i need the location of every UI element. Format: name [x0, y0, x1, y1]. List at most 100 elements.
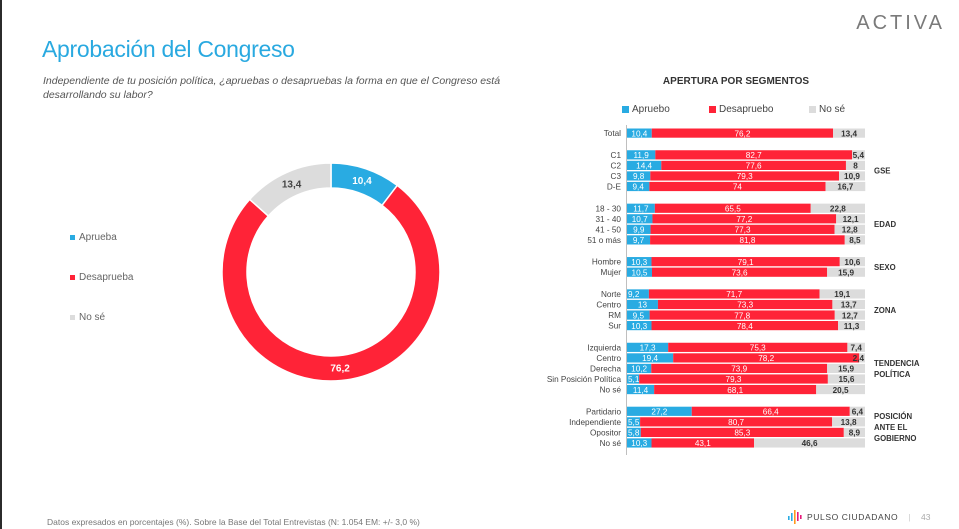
bar-segment-disapprove: [649, 310, 835, 320]
bar-segment-disapprove: [668, 342, 848, 352]
bar-segment-disapprove: [657, 299, 833, 310]
segment-row: Sin Posición Política 5,1 79,3 15,6: [547, 374, 865, 384]
bar-segment-disapprove: [640, 417, 833, 427]
segment-row-label: RM: [608, 311, 621, 320]
dontknow-swatch-icon: [809, 106, 816, 113]
segment-row: No sé 10,3 43,1 46,6: [600, 438, 865, 448]
bar-data-label: 76,2: [734, 129, 750, 138]
bar-segment-approve: [627, 438, 652, 448]
segment-row-label: Total: [604, 129, 621, 138]
bar-data-label: 74: [733, 183, 743, 192]
bar-data-label: 10,3: [631, 439, 647, 448]
seg-legend-label: Apruebo: [632, 104, 670, 115]
bar-segment-approve: [627, 417, 641, 427]
bar-data-label: 82,7: [746, 151, 762, 160]
bar-segment-dontknow: [849, 406, 865, 416]
bar-data-label: 10,5: [632, 268, 648, 277]
bar-data-label: 73,3: [737, 301, 753, 310]
bar-segment-approve: [627, 289, 649, 299]
bar-segment-approve: [627, 384, 655, 395]
segment-row-label: Izquierda: [587, 343, 621, 352]
bar-segment-disapprove: [650, 235, 845, 245]
bar-data-label: 78,4: [737, 322, 753, 331]
bar-data-label: 13,8: [841, 418, 857, 427]
seg-legend-label: No sé: [819, 104, 846, 115]
bar-segment-dontknow: [832, 299, 865, 310]
bar-data-label: 14,4: [636, 162, 652, 171]
segment-row-label: D-E: [607, 183, 622, 192]
bar-data-label: 17,3: [640, 344, 656, 353]
bar-data-label: 13,7: [841, 301, 857, 310]
pie-legend-dontknow: No sé: [70, 312, 105, 323]
bar-data-label: 10,3: [631, 322, 647, 331]
bar-data-label: 15,9: [838, 365, 854, 374]
bar-data-label: 81,8: [739, 236, 755, 245]
bar-data-label: 7,4: [850, 344, 862, 353]
bar-data-label: 9,5: [633, 311, 645, 320]
segment-group-label: SEXO: [874, 263, 896, 272]
bar-data-label: 46,6: [802, 439, 818, 448]
segment-row: No sé 11,4 68,1 20,5: [600, 384, 865, 395]
segment-row-label: 18 - 30: [596, 204, 622, 213]
bar-segment-dontknow: [859, 353, 865, 363]
bar-data-label: 68,1: [727, 386, 743, 395]
bar-data-label: 8: [853, 162, 858, 171]
bar-segment-disapprove: [654, 203, 811, 213]
bar-segment-dontknow: [843, 427, 865, 437]
bar-data-label: 9,9: [633, 226, 645, 235]
seg-legend-dontknow: No sé: [809, 104, 845, 115]
bar-data-label: 77,6: [746, 162, 762, 171]
segment-row: 18 - 30 11,7 65,5 22,8: [596, 203, 865, 213]
bar-data-label: 11,7: [633, 204, 649, 213]
bar-segment-approve: [627, 235, 651, 245]
footer-separator: |: [908, 512, 911, 522]
donut-slice-dontknow: [248, 162, 332, 218]
seg-legend-approve: Apruebo: [622, 104, 670, 115]
bar-segment-approve: [627, 310, 650, 320]
segment-row: 51 o más 9,7 81,8 8,5: [587, 235, 865, 245]
pie-legend-disapprove: Desaprueba: [70, 272, 133, 283]
bar-data-label: 73,9: [731, 365, 747, 374]
bar-data-label: 11,4: [633, 386, 649, 395]
bar-segment-dontknow: [810, 203, 865, 213]
bar-segment-approve: [627, 257, 652, 267]
segment-row: C2 14,4 77,6 8: [611, 160, 865, 171]
bar-segment-dontknow: [844, 235, 865, 245]
dontknow-swatch-icon: [70, 315, 75, 320]
bar-data-label: 77,2: [736, 215, 752, 224]
bar-segment-approve: [627, 374, 640, 384]
activa-logo: ACTIVA: [856, 12, 945, 34]
segment-row-label: Opositor: [590, 428, 621, 437]
bar-data-label: 10,7: [632, 215, 648, 224]
donut-data-label: 76,2: [330, 364, 350, 375]
bar-data-label: 9,7: [633, 236, 645, 245]
bar-segment-dontknow: [819, 289, 865, 299]
bar-segment-disapprove: [654, 384, 817, 395]
bar-data-label: 65,5: [725, 204, 741, 213]
bar-segment-approve: [627, 160, 662, 170]
segment-row-label: Independiente: [569, 418, 621, 427]
segment-row: Total 10,4 76,2 13,4: [604, 128, 865, 138]
bar-segment-approve: [627, 150, 656, 160]
page-title: Aprobación del Congreso: [42, 36, 295, 62]
bar-data-label: 77,3: [735, 226, 751, 235]
pie-legend-label: Aprueba: [79, 232, 117, 243]
pie-legend-label: Desaprueba: [79, 272, 134, 283]
segment-row: C3 9,8 79,3 10,9: [611, 171, 865, 181]
question-subtitle: Independiente de tu posición política, ¿…: [43, 75, 501, 101]
bar-segment-disapprove: [651, 257, 840, 267]
bar-data-label: 6,4: [852, 408, 864, 417]
bar-segment-approve: [627, 427, 641, 437]
bar-data-label: 66,4: [763, 408, 779, 417]
segment-row: Centro 13 73,3 13,7: [596, 299, 865, 310]
segment-row-label: No sé: [600, 439, 622, 448]
bar-segment-disapprove: [640, 427, 844, 437]
segment-group-label: EDAD: [874, 220, 896, 229]
bar-data-label: 77,8: [734, 311, 750, 320]
bar-data-label: 20,5: [833, 386, 849, 395]
segment-row: Izquierda 17,3 75,3 7,4: [587, 342, 865, 353]
pie-legend-approve: Aprueba: [70, 232, 117, 243]
bar-segment-disapprove: [651, 438, 755, 448]
